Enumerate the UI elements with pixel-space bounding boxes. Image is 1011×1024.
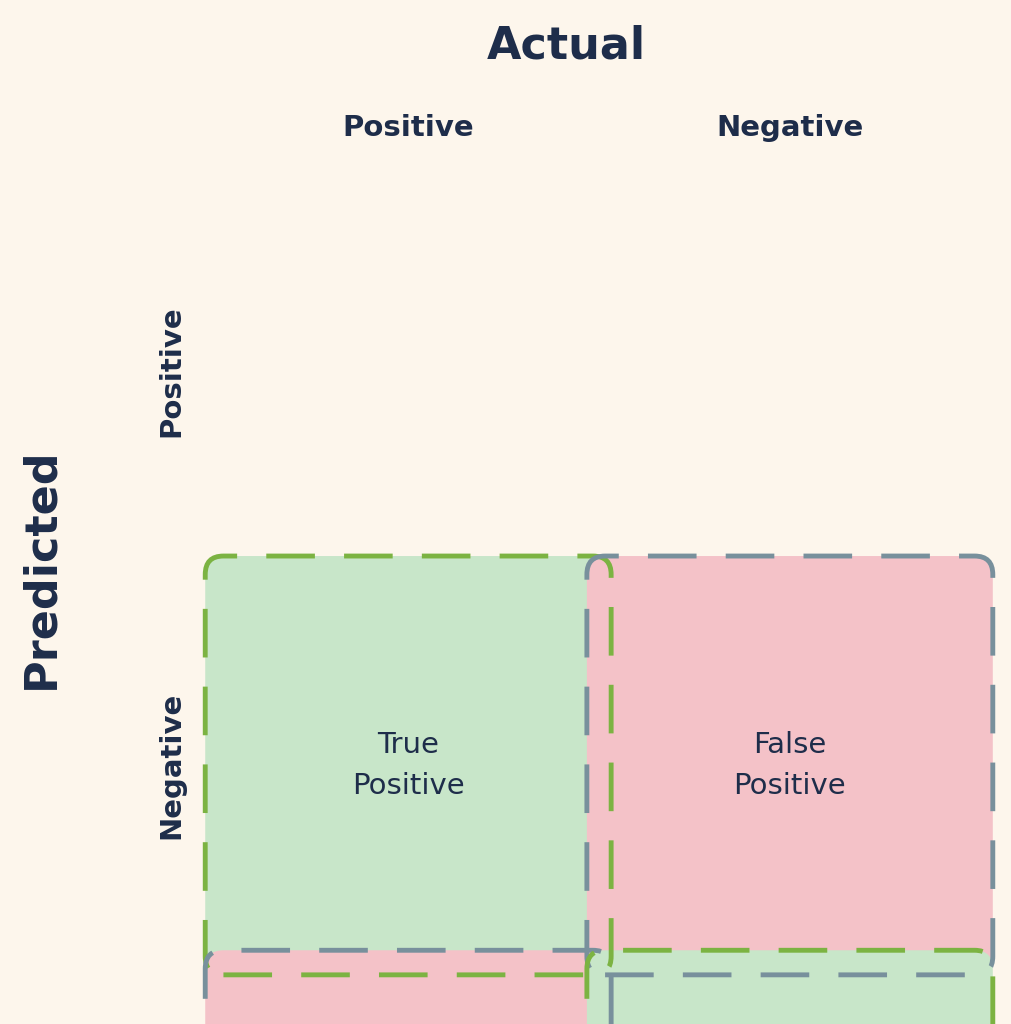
FancyBboxPatch shape: [205, 556, 611, 975]
Text: False
Positive: False Positive: [734, 731, 846, 800]
Text: Predicted: Predicted: [19, 447, 62, 689]
Text: Negative: Negative: [158, 692, 186, 839]
Text: Negative: Negative: [716, 114, 863, 142]
FancyBboxPatch shape: [586, 950, 993, 1024]
Text: Positive: Positive: [158, 305, 186, 437]
Text: Actual: Actual: [486, 25, 646, 68]
FancyBboxPatch shape: [205, 950, 611, 1024]
Text: True
Positive: True Positive: [352, 731, 464, 800]
FancyBboxPatch shape: [586, 556, 993, 975]
Text: Positive: Positive: [343, 114, 474, 142]
